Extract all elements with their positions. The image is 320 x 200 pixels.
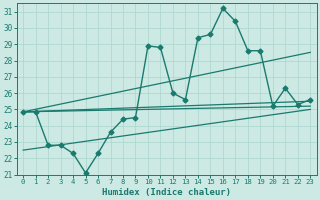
X-axis label: Humidex (Indice chaleur): Humidex (Indice chaleur) [102, 188, 231, 197]
